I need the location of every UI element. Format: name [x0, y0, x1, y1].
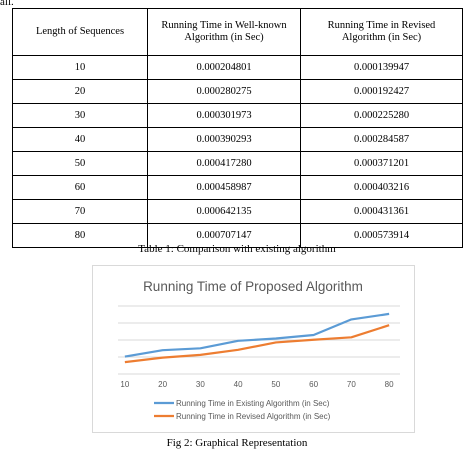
cell-length: 10 [12, 55, 148, 80]
x-tick-label: 70 [347, 380, 356, 389]
x-tick-label: 50 [271, 380, 280, 389]
cell-revised: 0.000284587 [300, 127, 463, 152]
cell-well-known: 0.000301973 [147, 103, 301, 128]
x-tick-label: 60 [309, 380, 318, 389]
x-tick-label: 20 [158, 380, 167, 389]
table-row: 80 0.000707147 0.000573914 [12, 223, 463, 248]
cell-length: 60 [12, 175, 148, 200]
legend-label-2: Running Time in Revised Algorithm (in Se… [176, 412, 331, 421]
cell-revised: 0.000192427 [300, 79, 463, 104]
cell-well-known: 0.000417280 [147, 151, 301, 176]
table-header-row: Length of Sequences Running Time in Well… [12, 8, 463, 56]
table-caption: Table 1: Comparison with existing algori… [138, 243, 336, 255]
line-chart-frame: Running Time of Proposed Algorithm00.000… [66, 265, 415, 433]
cell-length: 40 [12, 127, 148, 152]
cell-revised: 0.000573914 [300, 223, 463, 248]
table-row: 70 0.000642135 0.000431361 [12, 199, 463, 224]
cell-well-known: 0.000280275 [147, 79, 301, 104]
line-chart: Running Time of Proposed Algorithm00.000… [66, 279, 400, 421]
header-length: Length of Sequences [12, 8, 148, 56]
comparison-table: Length of Sequences Running Time in Well… [12, 8, 463, 248]
x-tick-label: 40 [234, 380, 243, 389]
cell-well-known: 0.000642135 [147, 199, 301, 224]
cell-revised: 0.000225280 [300, 103, 463, 128]
header-revised: Running Time in Revised Algorithm (in Se… [300, 8, 463, 56]
x-tick-label: 80 [385, 380, 394, 389]
series-line-1 [124, 312, 390, 358]
x-tick-label: 10 [120, 380, 129, 389]
table-row: 20 0.000280275 0.000192427 [12, 79, 463, 104]
x-tick-label: 30 [196, 380, 205, 389]
cell-length: 70 [12, 199, 148, 224]
cell-length: 20 [12, 79, 148, 104]
cell-revised: 0.000403216 [300, 175, 463, 200]
cell-length: 30 [12, 103, 148, 128]
table-row: 50 0.000417280 0.000371201 [12, 151, 463, 176]
cell-revised: 0.000139947 [300, 55, 463, 80]
cell-length: 50 [12, 151, 148, 176]
cell-length: 80 [12, 223, 148, 248]
header-well-known: Running Time in Well-known Algorithm (in… [147, 8, 301, 56]
cell-revised: 0.000431361 [300, 199, 463, 224]
table-row: 30 0.000301973 0.000225280 [12, 103, 463, 128]
figure-caption: Fig 2: Graphical Representation [166, 437, 308, 449]
series-line-2 [124, 324, 390, 364]
cell-revised: 0.000371201 [300, 151, 463, 176]
legend-label-1: Running Time in Existing Algorithm (in S… [176, 399, 330, 408]
table-row: 40 0.000390293 0.000284587 [12, 127, 463, 152]
cell-well-known: 0.000204801 [147, 55, 301, 80]
table-row: 10 0.000204801 0.000139947 [12, 55, 463, 80]
cell-well-known: 0.000458987 [147, 175, 301, 200]
table-row: 60 0.000458987 0.000403216 [12, 175, 463, 200]
cell-well-known: 0.000390293 [147, 127, 301, 152]
fragment-text: all. [0, 0, 14, 8]
chart-title: Running Time of Proposed Algorithm [143, 279, 363, 294]
